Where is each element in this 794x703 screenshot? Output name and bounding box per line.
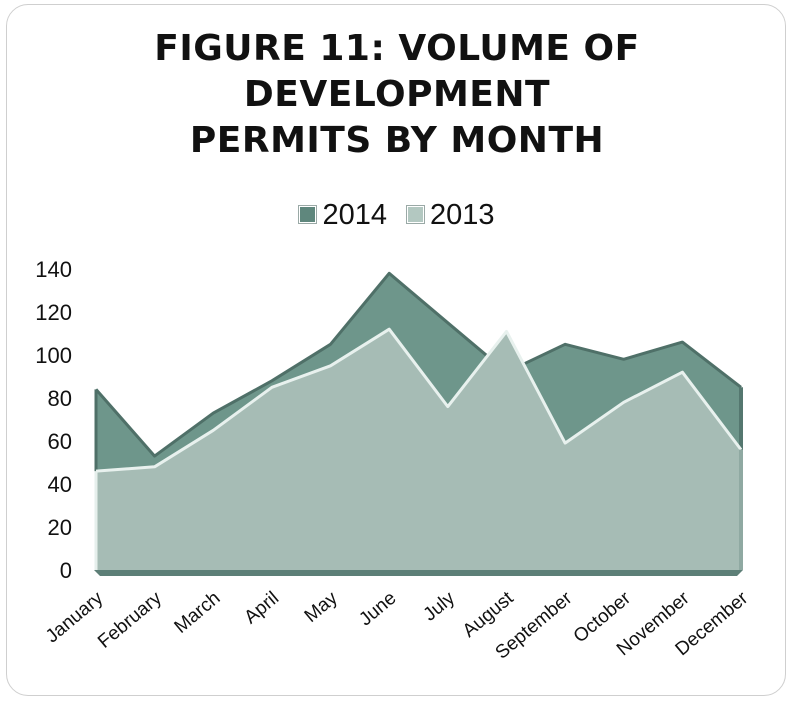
- legend-swatch-2014: [299, 205, 317, 223]
- plot-floor: [94, 570, 743, 576]
- area-2013: [96, 329, 741, 570]
- edge-2013: [95, 327, 743, 473]
- y-tick-100: 100: [35, 343, 72, 368]
- x-tick-may: May: [301, 587, 342, 626]
- chart-title-line-2: DEVELOPMENT: [243, 74, 551, 115]
- legend-swatch-2013: [407, 205, 425, 223]
- x-tick-july: July: [420, 587, 460, 625]
- y-tick-140: 140: [35, 257, 72, 282]
- legend-item-2014: 2014: [299, 199, 387, 231]
- chart-legend: 2014 2013: [0, 199, 794, 231]
- y-tick-60: 60: [48, 429, 72, 454]
- chart-title-line-1: FIGURE 11: VOLUME OF: [154, 28, 640, 69]
- legend-label-2014: 2014: [322, 199, 387, 231]
- x-tick-june: June: [355, 588, 400, 631]
- x-tick-april: April: [241, 588, 284, 629]
- chart-title-line-3: PERMITS BY MONTH: [189, 120, 605, 161]
- y-tick-20: 20: [48, 515, 72, 540]
- legend-item-2013: 2013: [407, 199, 495, 231]
- y-tick-120: 120: [35, 300, 72, 325]
- chart-title: FIGURE 11: VOLUME OF DEVELOPMENT PERMITS…: [0, 26, 794, 164]
- y-tick-80: 80: [48, 386, 72, 411]
- y-tick-0: 0: [60, 558, 72, 583]
- edge-2014: [94, 271, 742, 458]
- x-tick-february: February: [94, 587, 166, 652]
- y-tick-40: 40: [48, 472, 72, 497]
- x-tick-march: March: [171, 588, 225, 638]
- legend-label-2013: 2013: [430, 199, 495, 231]
